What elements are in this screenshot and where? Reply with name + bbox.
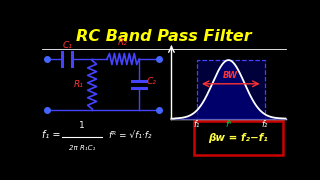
Text: f₁: f₁ bbox=[193, 120, 200, 129]
Text: fᴿ: fᴿ bbox=[225, 120, 232, 129]
Text: RC Band Pass Filter: RC Band Pass Filter bbox=[76, 28, 252, 44]
Text: C₂: C₂ bbox=[147, 77, 156, 86]
Point bbox=[45, 109, 50, 112]
Text: C₁: C₁ bbox=[62, 41, 72, 50]
Bar bbox=[194, 121, 283, 155]
Point bbox=[156, 109, 162, 112]
Text: fᴿ = √f₁·f₂: fᴿ = √f₁·f₂ bbox=[109, 131, 152, 140]
Point bbox=[156, 58, 162, 60]
Text: 1: 1 bbox=[79, 121, 85, 130]
Text: 2π R₁C₁: 2π R₁C₁ bbox=[69, 145, 95, 151]
Text: BW: BW bbox=[223, 71, 238, 80]
Text: R₂: R₂ bbox=[118, 38, 128, 47]
Text: βw = f₂−f₁: βw = f₂−f₁ bbox=[209, 133, 268, 143]
Point bbox=[45, 58, 50, 60]
Text: R₁: R₁ bbox=[74, 80, 84, 89]
Text: f₁ =: f₁ = bbox=[43, 130, 61, 140]
Text: f₂: f₂ bbox=[262, 120, 268, 129]
Bar bbox=[196, 60, 265, 119]
